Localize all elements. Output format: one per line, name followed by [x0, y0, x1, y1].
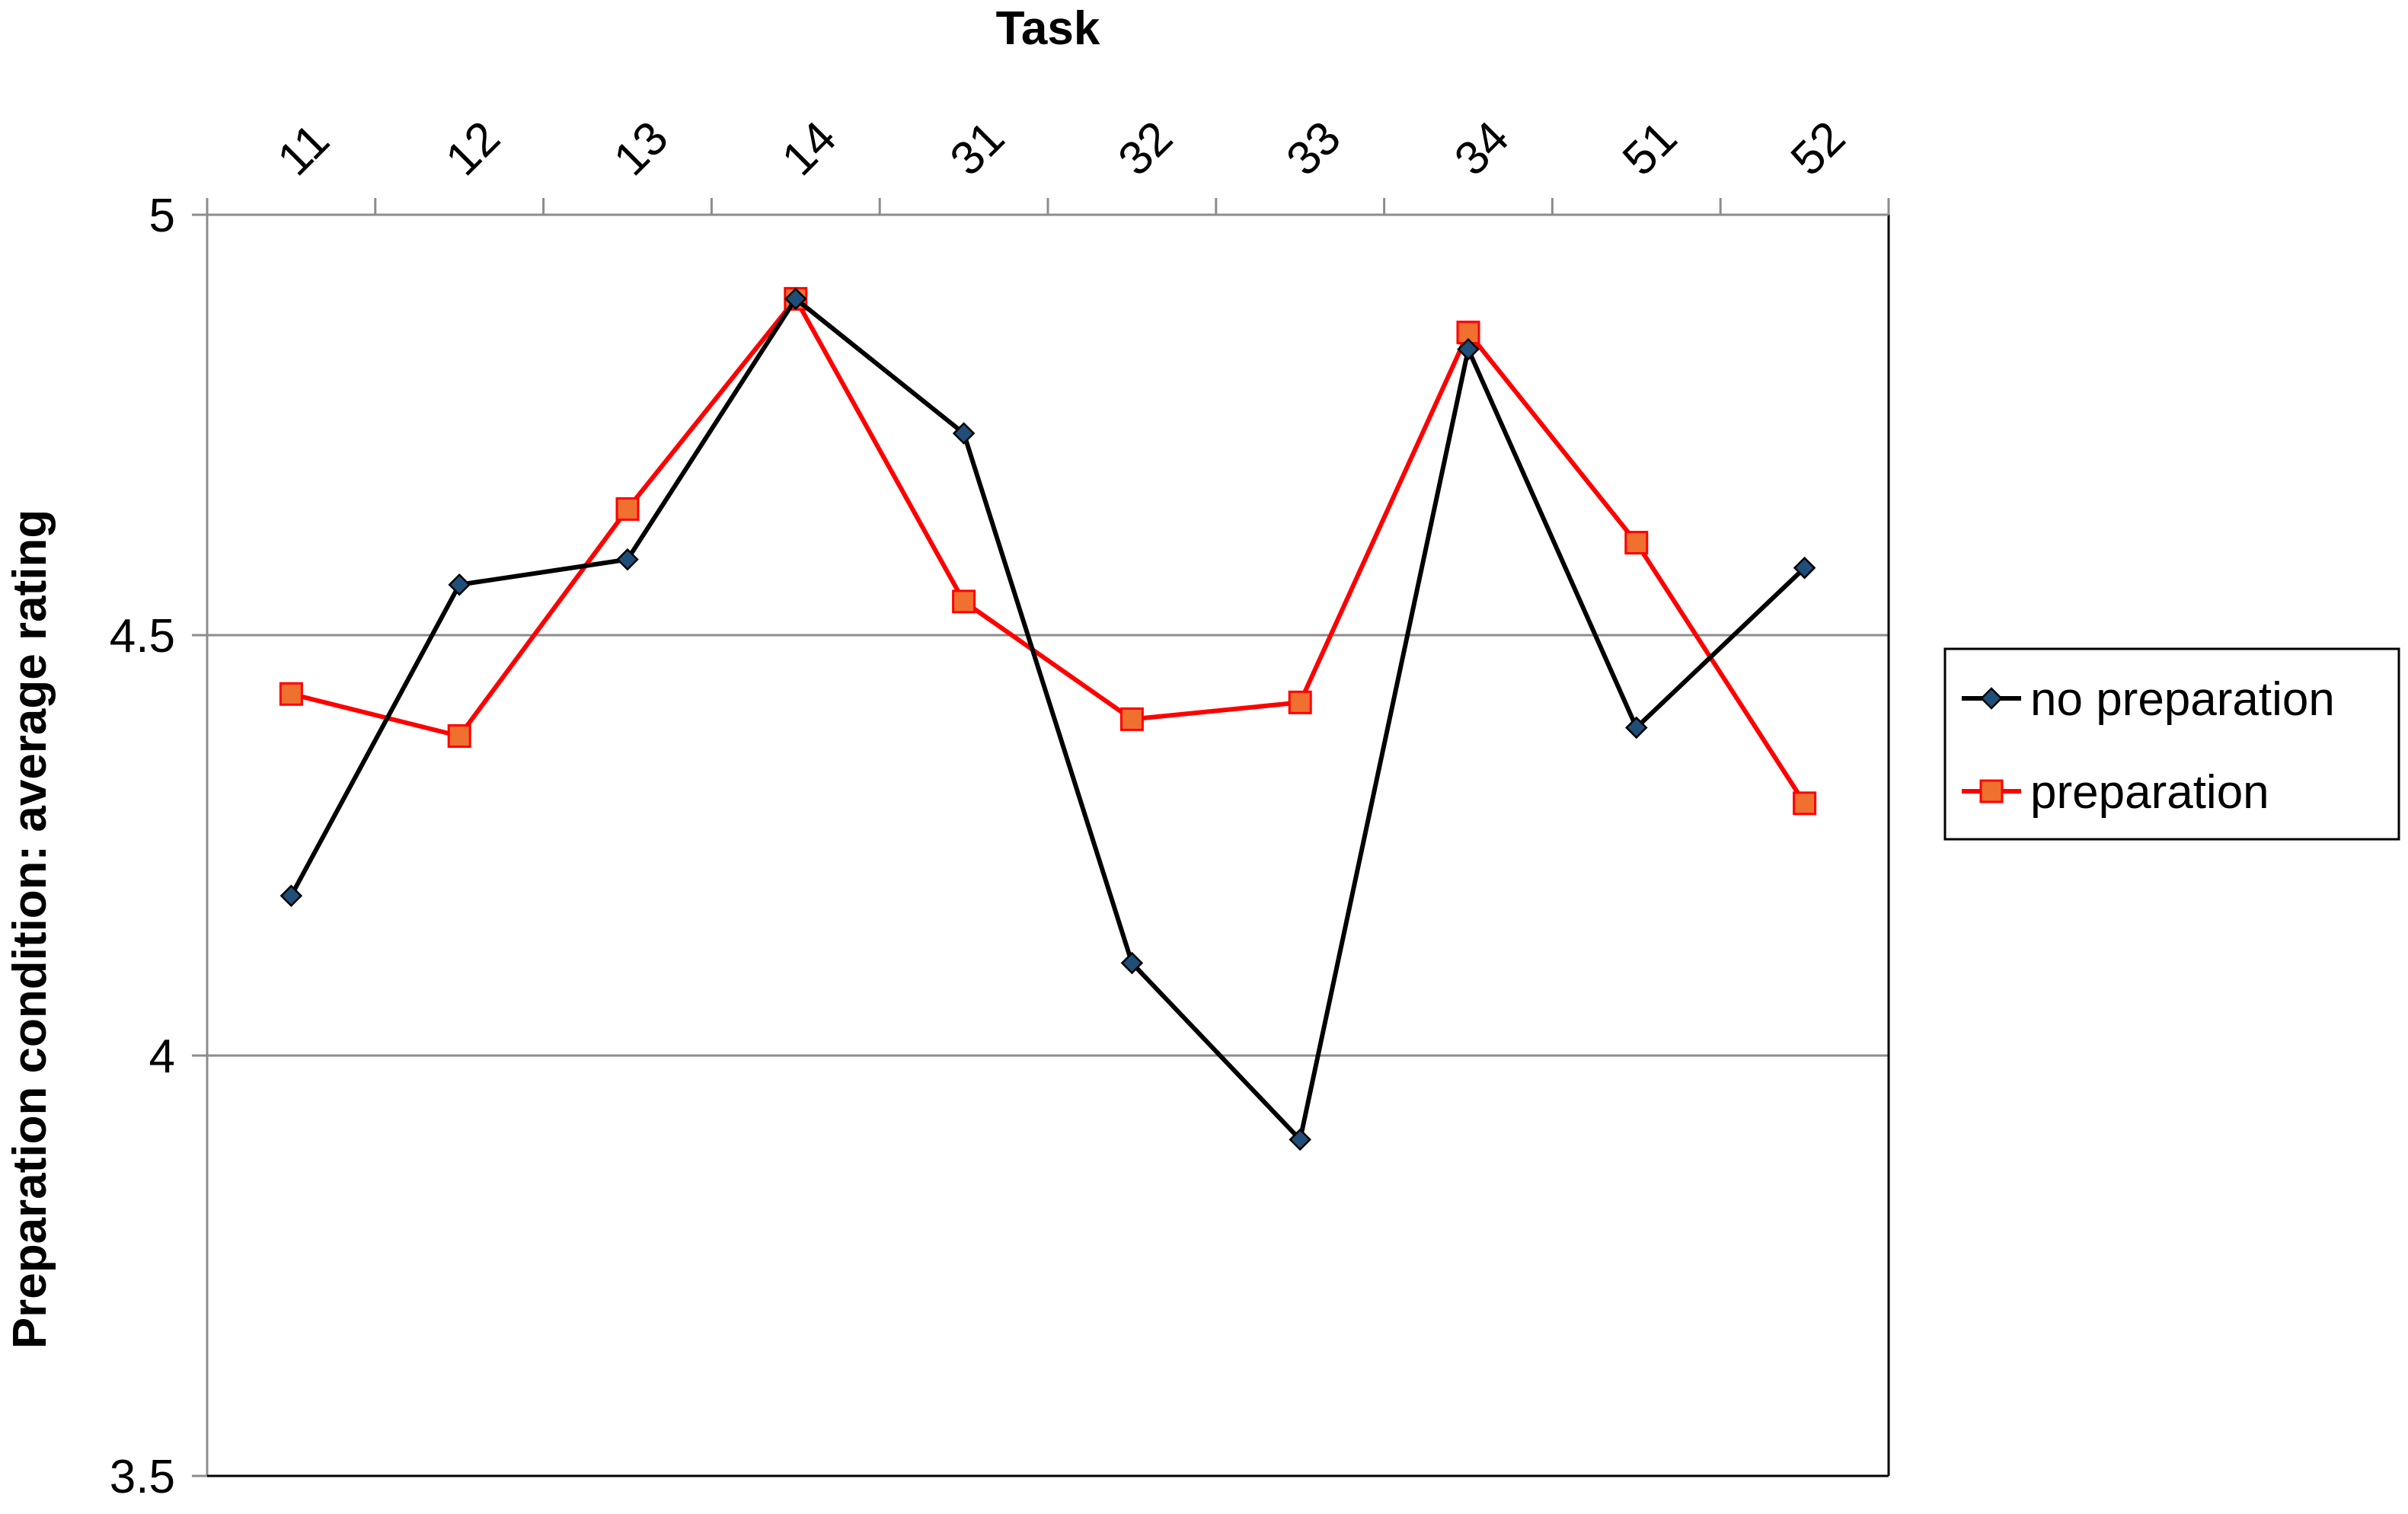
legend-label: preparation [2030, 766, 2269, 819]
series [279, 286, 1817, 1151]
x-tick-label: 34 [1445, 111, 1519, 186]
square-marker [615, 497, 640, 521]
x-tick-label: 51 [1613, 111, 1688, 186]
diamond-marker [1980, 687, 2003, 710]
x-tick-label: 31 [941, 111, 1015, 186]
diamond-marker [1793, 556, 1816, 580]
series-no-preparation [279, 287, 1816, 1151]
x-tick-label: 11 [268, 114, 340, 186]
square-marker [952, 589, 976, 614]
square-marker [1119, 707, 1144, 731]
y-tick-label: 5 [149, 190, 175, 242]
x-tick-label: 12 [436, 111, 510, 186]
diamond-marker [1457, 337, 1480, 361]
square-marker [1288, 690, 1312, 714]
gridlines [207, 213, 1889, 1057]
x-tick-label: 33 [1276, 111, 1351, 186]
x-axis-title: Task [996, 2, 1100, 55]
x-tick-label: 13 [604, 111, 679, 186]
y-tick-label: 3.5 [110, 1451, 175, 1503]
axes [192, 198, 1890, 1477]
diamond-marker [279, 884, 303, 908]
square-marker [1624, 531, 1649, 555]
legend-item: preparation [1962, 766, 2269, 819]
series-preparation [279, 286, 1817, 816]
diamond-marker [952, 422, 976, 445]
legend-box [1943, 647, 2400, 841]
series-line [290, 296, 1807, 805]
diamond-marker [1289, 1128, 1311, 1151]
diamond-marker [1625, 716, 1648, 739]
series-line [289, 296, 1806, 1142]
x-tick-label: 52 [1781, 111, 1856, 186]
legend: no preparation preparation [1943, 647, 2400, 841]
y-tick-label: 4.5 [110, 610, 175, 663]
square-marker [1793, 791, 1817, 816]
diamond-marker [784, 287, 807, 311]
square-marker [1979, 779, 2004, 803]
tick-labels: 3.5 4 4.5 5 11 12 13 14 31 32 33 34 51 52 [110, 111, 1855, 1503]
y-tick-label: 4 [149, 1030, 175, 1083]
x-tick-label: 14 [772, 111, 847, 186]
diamond-marker [1120, 951, 1144, 975]
diamond-marker [448, 573, 471, 596]
x-tick-label: 32 [1109, 111, 1183, 186]
y-axis-title: Preparation condition: average rating [4, 509, 56, 1349]
diamond-marker [616, 548, 639, 571]
legend-item: no preparation [1962, 673, 2335, 726]
square-marker [447, 723, 471, 748]
legend-label: no preparation [2030, 673, 2335, 726]
square-marker [279, 682, 303, 706]
